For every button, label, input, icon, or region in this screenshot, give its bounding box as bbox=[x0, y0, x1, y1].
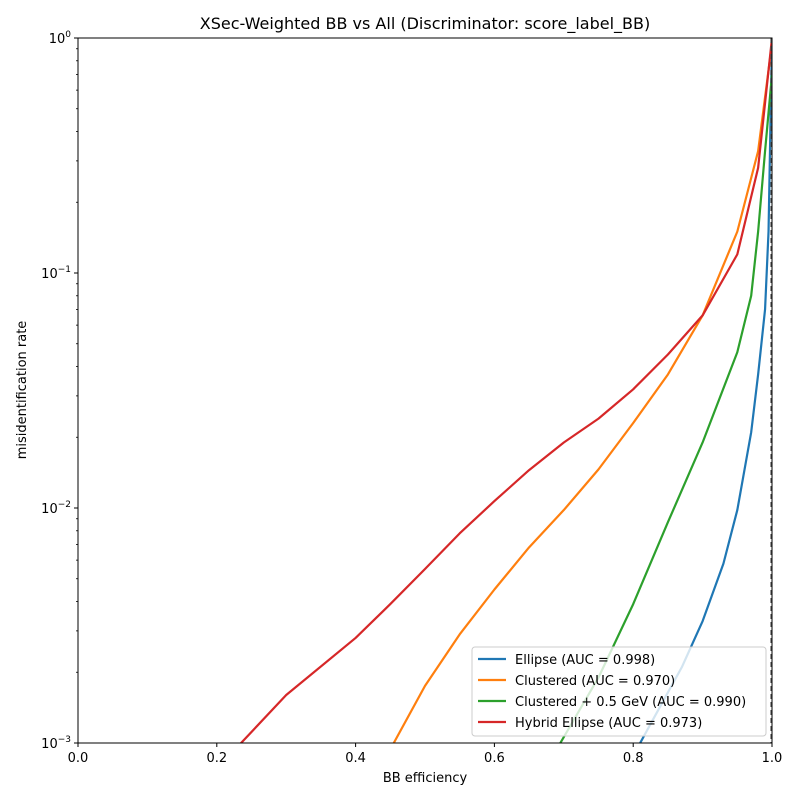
x-axis: 0.0 0.2 0.4 0.6 0.8 1.0 bbox=[68, 743, 783, 766]
y-tick-label: 10−2 bbox=[41, 500, 71, 517]
chart-title: XSec-Weighted BB vs All (Discriminator: … bbox=[200, 14, 650, 34]
plot-frame bbox=[77, 37, 773, 744]
legend-box bbox=[471, 646, 767, 737]
series-line-3 bbox=[239, 38, 772, 743]
y-tick-label: 10−1 bbox=[41, 265, 71, 282]
series-line-0 bbox=[639, 38, 772, 743]
legend-label-1: Clustered (AUC = 0.970) bbox=[515, 674, 675, 689]
y-axis: 10−3 10−2 10−1 100 bbox=[41, 30, 78, 752]
y-tick-label: 100 bbox=[49, 30, 72, 47]
x-tick-label: 0.4 bbox=[345, 751, 366, 766]
legend-label-3: Hybrid Ellipse (AUC = 0.973) bbox=[515, 716, 702, 731]
legend-label-0: Ellipse (AUC = 0.998) bbox=[515, 653, 655, 668]
x-tick-label: 0.2 bbox=[206, 751, 227, 766]
y-tick-label: 10−3 bbox=[41, 735, 71, 752]
series-line-1 bbox=[392, 42, 772, 743]
x-tick-label: 0.6 bbox=[484, 751, 505, 766]
x-tick-label: 0.8 bbox=[623, 751, 644, 766]
x-tick-label: 0.0 bbox=[68, 751, 89, 766]
series-layer bbox=[239, 38, 772, 743]
x-tick-label: 1.0 bbox=[762, 751, 783, 766]
legend: Ellipse (AUC = 0.998) Clustered (AUC = 0.… bbox=[471, 646, 767, 737]
x-axis-label: BB efficiency bbox=[383, 771, 468, 786]
y-axis-label: misidentification rate bbox=[15, 321, 30, 460]
legend-label-2: Clustered + 0.5 GeV (AUC = 0.990) bbox=[515, 695, 746, 710]
series-line-2 bbox=[559, 73, 772, 743]
